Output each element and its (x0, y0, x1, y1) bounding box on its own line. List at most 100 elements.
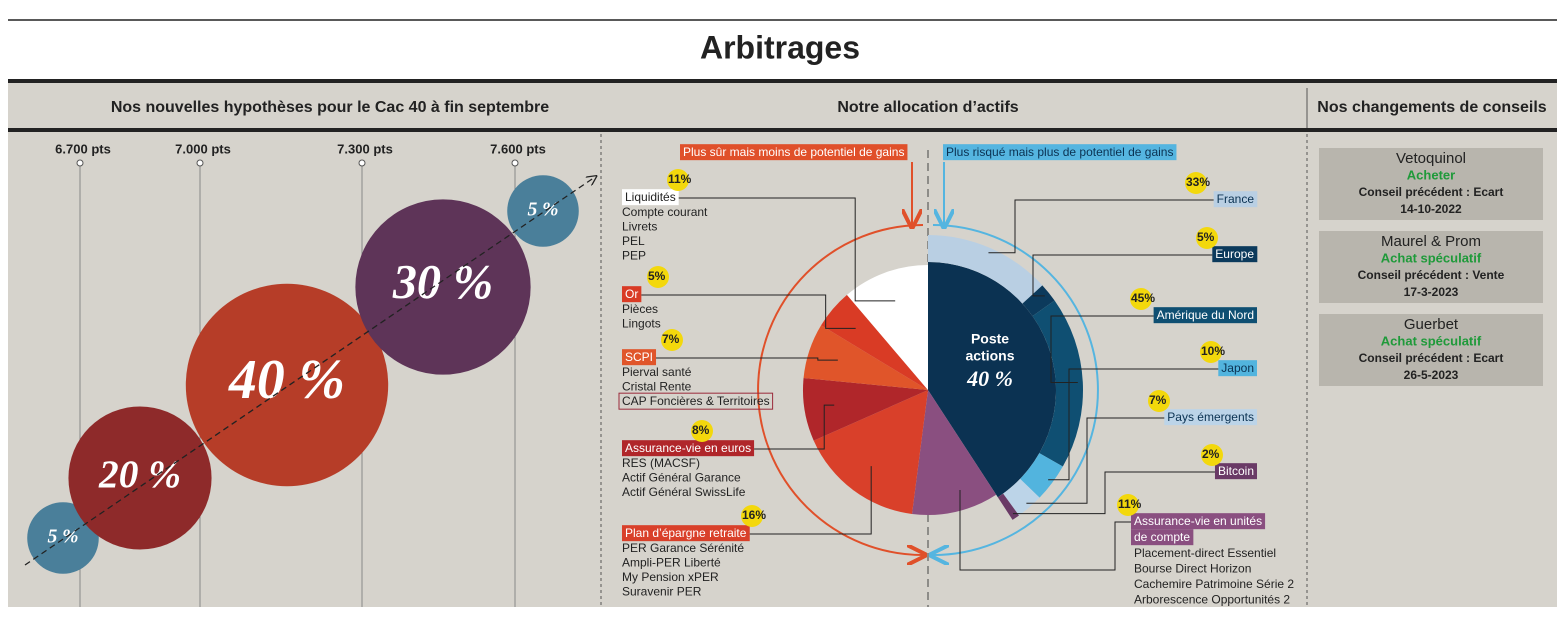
risky-arc (933, 224, 1099, 555)
bubble (185, 283, 389, 487)
title: Arbitrages (700, 29, 860, 65)
pct-dot (647, 266, 669, 288)
connector (959, 490, 1131, 571)
connector (1012, 471, 1215, 515)
level-label: 7.600 pts (490, 141, 546, 156)
pct-label: 16% (742, 508, 766, 522)
trend-arrow (24, 177, 595, 566)
item-box (618, 392, 774, 410)
connector (754, 404, 835, 450)
item: PEL (622, 234, 645, 248)
card (1319, 231, 1543, 303)
pct-dot (667, 169, 689, 191)
pct-label: 11% (1118, 497, 1142, 511)
ring-segment (1003, 478, 1040, 516)
card-date: 17-3-2023 (1404, 285, 1459, 299)
label: Bitcoin (1218, 464, 1254, 478)
card-previous: Conseil précédent : Ecart (1359, 185, 1504, 199)
slice (928, 262, 1056, 498)
item: Actif Général SwissLife (622, 485, 746, 499)
level-dot (196, 159, 204, 167)
connector (749, 466, 872, 535)
label: Europe (1215, 247, 1254, 261)
level-dot (358, 159, 366, 167)
item: Compte courant (622, 205, 708, 219)
label-box (1213, 191, 1258, 208)
pct-dot (1201, 444, 1223, 466)
pct-dot (1148, 390, 1170, 412)
label: France (1217, 192, 1255, 206)
slice (912, 390, 997, 515)
label-box (622, 189, 679, 206)
slice (803, 325, 928, 390)
pct-label: 8% (692, 423, 710, 437)
pct-dot (691, 420, 713, 442)
label: de compte (1134, 530, 1190, 544)
label-box (622, 525, 750, 542)
center-label: Poste (971, 331, 1009, 347)
label-box (622, 440, 755, 457)
card-date: 14-10-2022 (1400, 202, 1462, 216)
item: Livrets (622, 220, 657, 234)
item: My Pension xPER (622, 570, 719, 584)
label: Plus risqué mais plus de potentiel de ga… (946, 145, 1173, 159)
pct-label: 5% (1197, 230, 1215, 244)
bubble (27, 502, 99, 574)
label-box (1131, 529, 1194, 546)
label: SCPI (625, 350, 653, 364)
label-box (1164, 409, 1257, 426)
item: Arborescence Opportunités 2 (1134, 593, 1290, 607)
heading: Nos changements de conseils (1317, 99, 1547, 116)
label: Plus sûr mais moins de potentiel de gain… (683, 145, 904, 159)
label-box (1131, 513, 1266, 530)
item: Suravenir PER (622, 585, 702, 599)
label-box (1214, 463, 1257, 480)
pct-dot (1185, 172, 1207, 194)
item: Placement-direct Essentiel (1134, 546, 1276, 560)
level-dot (76, 159, 84, 167)
card-date: 26-5-2023 (1404, 368, 1459, 382)
label: Pays émergents (1167, 410, 1254, 424)
ring-segment (1032, 300, 1083, 467)
item: CAP Foncières & Territoires (622, 394, 770, 408)
label: Amérique du Nord (1157, 308, 1254, 322)
slice (821, 294, 928, 390)
center-value: 40 % (966, 366, 1013, 391)
label: Assurance-vie en unités (1134, 514, 1262, 528)
card-name: Maurel & Prom (1381, 233, 1481, 250)
item: Pierval santé (622, 365, 692, 379)
ring-segment (1020, 453, 1063, 498)
card-previous: Conseil précédent : Ecart (1359, 351, 1504, 365)
pct-label: 2% (1202, 447, 1220, 461)
slice (803, 377, 928, 441)
ring-segment (928, 235, 1043, 304)
connector (988, 199, 1214, 254)
item: Pièces (622, 302, 658, 316)
pct-label: 11% (668, 172, 692, 186)
label: Liquidités (625, 190, 676, 204)
ring-segment (1022, 285, 1055, 317)
bubble-label: 5 % (527, 199, 558, 221)
connector (1026, 417, 1165, 504)
label-box (622, 286, 642, 303)
pct-label: 10% (1201, 344, 1225, 358)
connector (641, 294, 856, 329)
pct-dot (661, 329, 683, 351)
pct-dot (1196, 227, 1218, 249)
bubble-label: 40 % (228, 349, 345, 411)
slice (846, 265, 928, 390)
label-box (1218, 360, 1257, 377)
pct-label: 7% (662, 332, 680, 346)
heading: Notre allocation d’actifs (837, 99, 1018, 116)
label-box (680, 144, 908, 161)
label-box (943, 144, 1177, 161)
level-label: 6.700 pts (55, 141, 111, 156)
card-name: Vetoquinol (1396, 150, 1466, 167)
pct-label: 33% (1186, 175, 1210, 189)
center-label: actions (965, 348, 1014, 364)
label-box (622, 349, 657, 366)
heading: Nos nouvelles hypothèses pour le Cac 40 … (111, 99, 549, 116)
card-advice: Achat spéculatif (1381, 333, 1482, 348)
card-previous: Conseil précédent : Vente (1358, 268, 1505, 282)
item: Ampli-PER Liberté (622, 556, 721, 570)
